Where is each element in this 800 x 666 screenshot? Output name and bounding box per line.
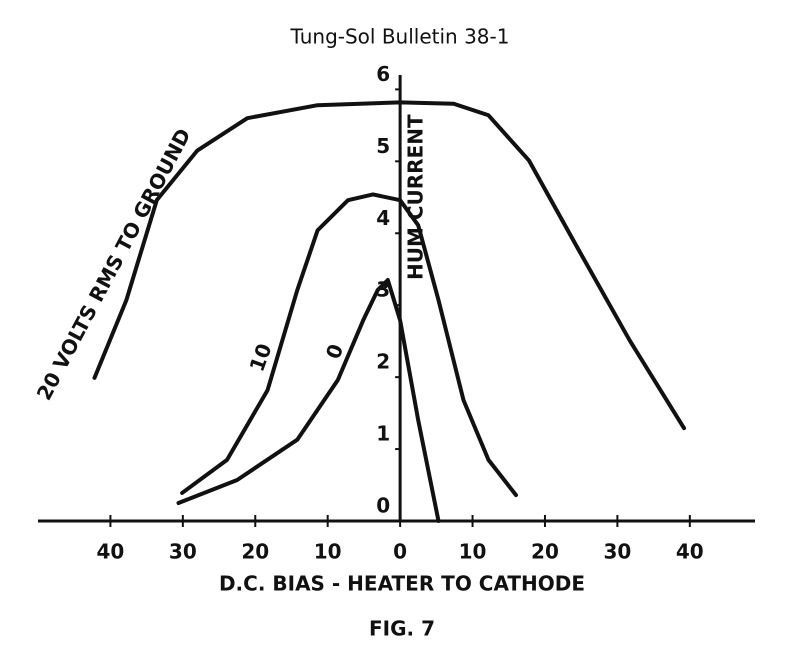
line-series [92,100,687,431]
y-tick-label: 2 [376,350,390,374]
line-series [176,278,441,523]
y-tick-label: 1 [376,422,390,446]
y-tick-label: 4 [376,206,390,230]
x-tick-label: 40 [97,540,125,564]
y-axis-label: HUM CURRENT [404,114,428,280]
series-label: 0 [321,341,348,362]
x-tick-label: 10 [314,540,342,564]
y-tick-label: 6 [376,62,390,86]
x-tick-label: 20 [241,540,269,564]
x-tick-label: 20 [531,540,559,564]
line-series [180,192,518,498]
x-axis-label: D.C. BIAS - HEATER TO CATHODE [219,572,585,596]
caption: FIG. 7 [369,617,435,641]
series-label: 20 VOLTS RMS TO GROUND [32,124,196,404]
x-tick-label: 10 [459,540,487,564]
y-tick-label: 5 [376,134,390,158]
chart-title: Tung-Sol Bulletin 38-1 [290,25,510,49]
y-tick-label: 0 [376,494,390,518]
x-tick-label: 30 [603,540,631,564]
x-tick-label: 40 [676,540,704,564]
x-tick-label: 0 [393,540,407,564]
x-tick-label: 30 [169,540,197,564]
